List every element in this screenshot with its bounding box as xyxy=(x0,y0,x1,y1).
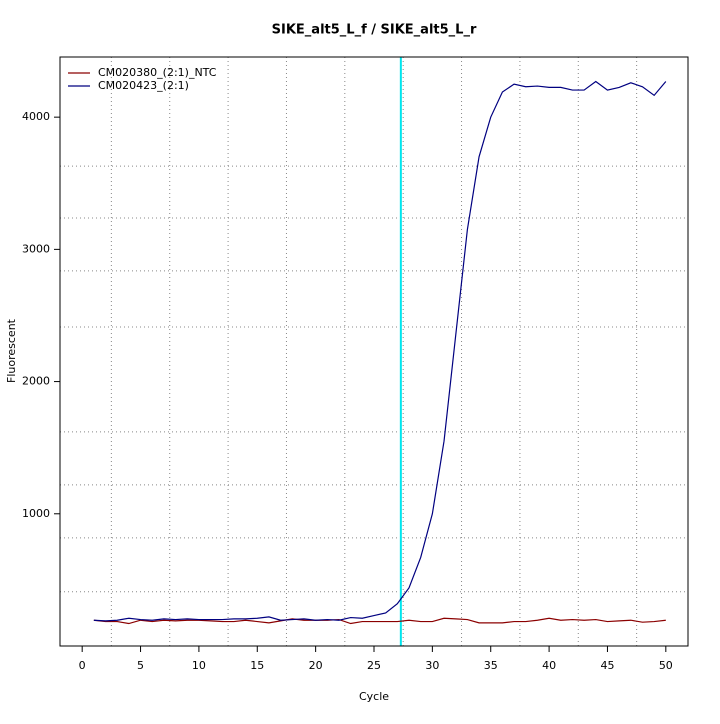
x-tick-label: 40 xyxy=(542,659,556,672)
plot-border xyxy=(59,56,689,647)
series-line xyxy=(93,617,666,625)
y-tick-label: 2000 xyxy=(22,375,50,388)
x-tick-label: 0 xyxy=(79,659,86,672)
x-tick-label: 5 xyxy=(137,659,144,672)
x-tick-label: 25 xyxy=(367,659,381,672)
x-tick-label: 15 xyxy=(250,659,264,672)
x-axis-label: Cycle xyxy=(359,690,389,703)
series-line xyxy=(93,80,667,622)
x-tick-label: 30 xyxy=(425,659,439,672)
x-tick-label: 35 xyxy=(484,659,498,672)
chart-title: SIKE_alt5_L_f / SIKE_alt5_L_r xyxy=(272,23,477,38)
x-tick-label: 45 xyxy=(600,659,614,672)
y-tick-label: 3000 xyxy=(22,242,50,255)
legend-label: CM020423_(2:1) xyxy=(98,79,189,92)
y-axis-label: Fluorescent xyxy=(5,318,18,383)
x-tick-label: 10 xyxy=(192,659,206,672)
x-tick-label: 20 xyxy=(309,659,323,672)
y-tick-label: 1000 xyxy=(22,507,50,520)
y-tick-label: 4000 xyxy=(22,110,50,123)
legend-label: CM020380_(2:1)_NTC xyxy=(98,66,217,79)
x-tick-label: 50 xyxy=(659,659,673,672)
